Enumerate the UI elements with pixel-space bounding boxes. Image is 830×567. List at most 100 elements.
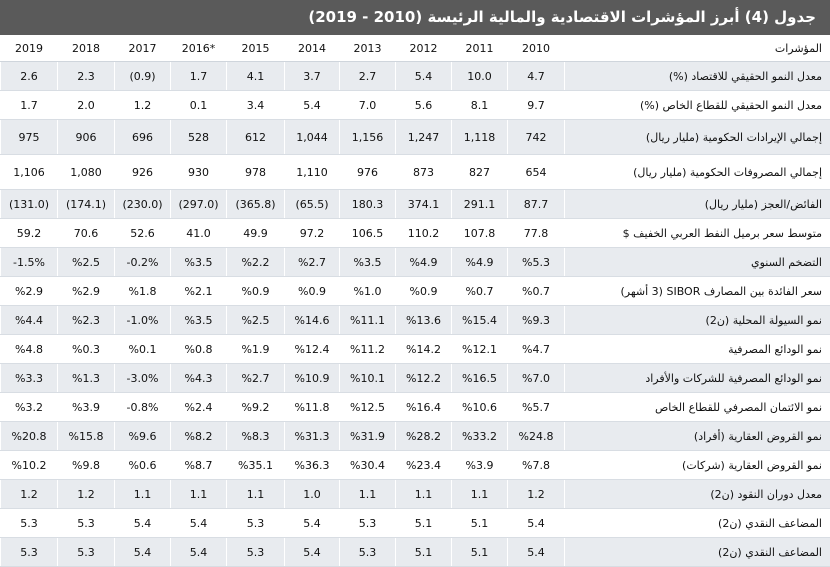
row-label: نمو القروض العقارية (شركات): [565, 451, 830, 480]
table-cell: (230.0): [115, 190, 171, 219]
table-cell: 975: [1, 120, 58, 155]
table-cell: %36.3: [285, 451, 340, 480]
table-cell: %10.1: [340, 364, 396, 393]
table-cell: 930: [171, 155, 227, 190]
table-cell: 107.8: [452, 219, 508, 248]
table-cell: 654: [508, 155, 565, 190]
table-cell: 291.1: [452, 190, 508, 219]
table-cell: %12.1: [452, 335, 508, 364]
table-cell: %2.1: [171, 277, 227, 306]
table-cell: %20.8: [1, 422, 58, 451]
header-year: 2016*: [171, 36, 227, 62]
table-cell: 1,118: [452, 120, 508, 155]
table-cell: 5.3: [227, 509, 285, 538]
table-cell: %11.8: [285, 393, 340, 422]
table-cell: %2.3: [58, 306, 115, 335]
table-cell: %1.0: [340, 277, 396, 306]
table-cell: 1,247: [396, 120, 452, 155]
table-cell: %1.8: [115, 277, 171, 306]
table-cell: 7.0: [340, 91, 396, 120]
table-cell: 5.4: [115, 538, 171, 567]
table-cell: 696: [115, 120, 171, 155]
table-cell: %3.9: [452, 451, 508, 480]
table-cell: %4.4: [1, 306, 58, 335]
table-cell: 1.1: [452, 480, 508, 509]
row-label: المضاعف النقدي (ن2): [565, 509, 830, 538]
table-cell: 1.1: [227, 480, 285, 509]
table-cell: %3.9: [58, 393, 115, 422]
table-cell: -3.0%: [115, 364, 171, 393]
table-cell: %0.1: [115, 335, 171, 364]
row-label: المضاعف النقدي (ن2): [565, 538, 830, 567]
table-cell: 976: [340, 155, 396, 190]
table-row: %2.9%2.9%1.8%2.1%0.9%0.9%1.0%0.9%0.7%0.7…: [1, 277, 830, 306]
table-cell: %0.7: [452, 277, 508, 306]
header-year: 2011: [452, 36, 508, 62]
header-year: 2012: [396, 36, 452, 62]
table-cell: 49.9: [227, 219, 285, 248]
table-cell: 106.5: [340, 219, 396, 248]
table-cell: 97.2: [285, 219, 340, 248]
row-label: الفائض/العجز (مليار ريال): [565, 190, 830, 219]
header-year: 2019: [1, 36, 58, 62]
table-cell: %16.5: [452, 364, 508, 393]
table-cell: 70.6: [58, 219, 115, 248]
table-cell: %16.4: [396, 393, 452, 422]
table-cell: %8.3: [227, 422, 285, 451]
table-row: %3.2%3.9-0.8%%2.4%9.2%11.8%12.5%16.4%10.…: [1, 393, 830, 422]
table-cell: %1.3: [58, 364, 115, 393]
table-cell: %3.5: [171, 306, 227, 335]
table-cell: %8.2: [171, 422, 227, 451]
header-year: 2018: [58, 36, 115, 62]
table-cell: %4.9: [396, 248, 452, 277]
table-row: (131.0)(174.1)(230.0)(297.0)(365.8)(65.5…: [1, 190, 830, 219]
row-label: معدل دوران النقود (ن2): [565, 480, 830, 509]
table-cell: %0.9: [285, 277, 340, 306]
table-cell: 5.1: [452, 509, 508, 538]
table-cell: %5.7: [508, 393, 565, 422]
table-cell: %11.1: [340, 306, 396, 335]
table-cell: %0.7: [508, 277, 565, 306]
table-cell: %8.7: [171, 451, 227, 480]
row-label: نمو الودائع المصرفية للشركات والأفراد: [565, 364, 830, 393]
table-row: -1.5%%2.5-0.2%%3.5%2.2%2.7%3.5%4.9%4.9%5…: [1, 248, 830, 277]
table-cell: %3.3: [1, 364, 58, 393]
table-cell: 10.0: [452, 62, 508, 91]
table-cell: %1.9: [227, 335, 285, 364]
table-cell: 1.1: [340, 480, 396, 509]
table-cell: 1.2: [58, 480, 115, 509]
table-cell: 5.3: [340, 538, 396, 567]
table-cell: %10.2: [1, 451, 58, 480]
table-cell: %2.7: [227, 364, 285, 393]
row-label: متوسط سعر برميل النفط العربي الخفيف $: [565, 219, 830, 248]
table-cell: 87.7: [508, 190, 565, 219]
table-cell: %3.5: [171, 248, 227, 277]
table-cell: %13.6: [396, 306, 452, 335]
table-cell: %35.1: [227, 451, 285, 480]
table-cell: 110.2: [396, 219, 452, 248]
table-cell: 1.7: [1, 91, 58, 120]
table-cell: 5.4: [171, 538, 227, 567]
table-cell: %10.9: [285, 364, 340, 393]
table-cell: 1.2: [508, 480, 565, 509]
table-cell: %11.2: [340, 335, 396, 364]
table-cell: 5.1: [396, 509, 452, 538]
table-cell: (365.8): [227, 190, 285, 219]
row-label: معدل النمو الحقيقي للقطاع الخاص (%): [565, 91, 830, 120]
header-year: 2010: [508, 36, 565, 62]
table-cell: (0.9): [115, 62, 171, 91]
table-cell: 1.1: [115, 480, 171, 509]
table-cell: %4.7: [508, 335, 565, 364]
table-cell: 873: [396, 155, 452, 190]
table-cell: 612: [227, 120, 285, 155]
table-cell: 1,080: [58, 155, 115, 190]
table-cell: 978: [227, 155, 285, 190]
header-year: 2017: [115, 36, 171, 62]
table-cell: %0.8: [171, 335, 227, 364]
table-cell: 1.1: [171, 480, 227, 509]
table-cell: 5.3: [227, 538, 285, 567]
table-cell: %7.0: [508, 364, 565, 393]
row-label: سعر الفائدة بين المصارف SIBOR (3 أشهر): [565, 277, 830, 306]
table-cell: 77.8: [508, 219, 565, 248]
